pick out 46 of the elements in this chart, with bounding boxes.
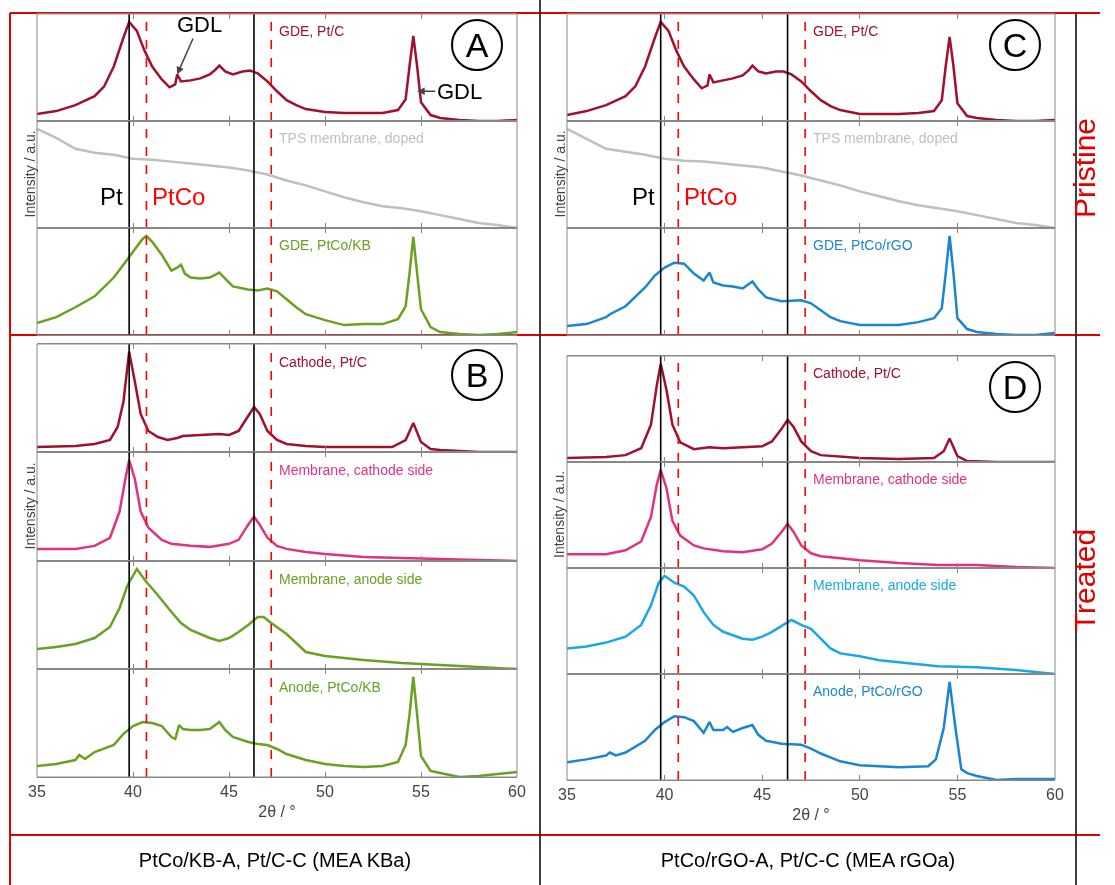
text: TPS membrane, doped [813,130,958,146]
text: Membrane, cathode side [813,471,968,487]
text: GDE, PtCo/KB [279,237,371,253]
ref-line-label: Pt [100,183,124,210]
x-tick-label: 60 [1046,786,1064,804]
y-axis-title: Intensity / a.u. [21,462,38,550]
x-tick-label: 55 [948,786,967,804]
x-tick-label: 40 [655,786,674,804]
annotation: A [451,19,503,71]
text: Pristine [1068,117,1102,219]
text: Cathode, Pt/C [279,354,367,370]
annotation: B [451,349,503,401]
x-tick-label: 55 [412,783,430,801]
text: PtCo/rGO-A, Pt/C-C (MEA rGOa) [660,848,956,872]
text: Membrane, anode side [279,571,423,587]
x-tick-label: 35 [28,783,46,801]
ref-line-label: PtCo [152,183,206,210]
text: Membrane, anode side [813,577,957,593]
annotation: C [989,19,1041,71]
series-label: Anode, PtCo/rGO [813,683,923,699]
ref-line-label: Pt [632,183,656,210]
text: PtCo/KB-A, Pt/C-C (MEA KBa) [138,848,412,872]
text: Anode, PtCo/KB [279,679,381,695]
x-tick-label: 40 [124,783,142,801]
ref-line-label: PtCo [684,183,738,210]
text: TPS membrane, doped [279,130,424,146]
y-axis-title: Intensity / a.u. [21,130,38,218]
x-tick-label: 45 [753,786,772,804]
x-tick-label: 50 [850,786,869,804]
x-axis-title: 2θ / ° [792,805,830,823]
x-tick-label: 60 [508,783,526,801]
annotation: D [989,361,1041,413]
y-axis-title: Intensity / a.u. [551,130,568,218]
x-tick-label: 35 [558,786,576,804]
x-tick-label: 50 [316,783,334,801]
annotation: GDL [177,12,223,37]
text: GDE, Pt/C [279,23,345,39]
text: GDE, PtCo/rGO [813,237,913,253]
x-axis-title: 2θ / ° [258,802,296,820]
annotation: GDL [437,79,483,104]
x-tick-label: 45 [220,783,238,801]
text: Membrane, cathode side [279,462,434,478]
text: GDE, Pt/C [813,23,879,39]
text: Cathode, Pt/C [813,365,901,381]
text: Treated [1068,528,1102,632]
y-axis-title: Intensity / a.u. [551,470,567,558]
